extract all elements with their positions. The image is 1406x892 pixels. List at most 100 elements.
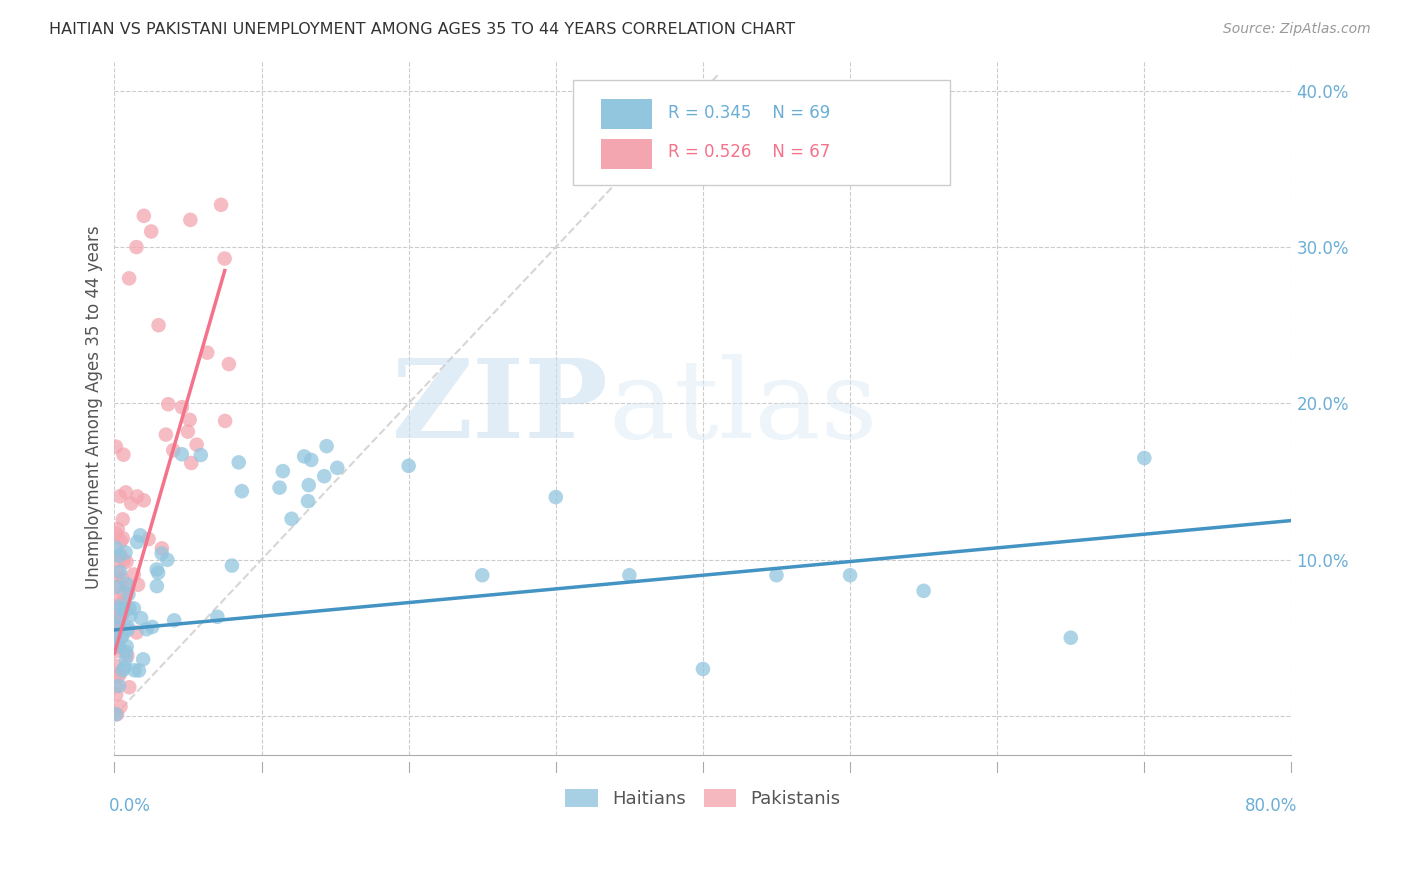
Point [114, 545, 136, 559]
Point [107, 549, 129, 563]
Point [104, 608, 127, 623]
Point [398, 458, 420, 473]
Point [125, 625, 148, 640]
Point [115, 652, 138, 666]
Point [104, 631, 127, 645]
Point [122, 567, 145, 582]
Point [228, 455, 250, 469]
Point [692, 662, 714, 676]
Point [471, 568, 494, 582]
Point [111, 512, 134, 526]
Point [125, 240, 148, 254]
Point [231, 484, 253, 499]
Point [177, 425, 200, 439]
Point [115, 645, 138, 659]
Text: HAITIAN VS PAKISTANI UNEMPLOYMENT AMONG AGES 35 TO 44 YEARS CORRELATION CHART: HAITIAN VS PAKISTANI UNEMPLOYMENT AMONG … [49, 22, 796, 37]
Point [179, 212, 201, 227]
Point [117, 623, 139, 637]
Point [297, 494, 319, 508]
Point [190, 448, 212, 462]
Point [105, 609, 128, 624]
Point [117, 648, 139, 663]
Point [207, 610, 229, 624]
Point [315, 439, 337, 453]
Text: 0.0%: 0.0% [108, 797, 150, 814]
FancyBboxPatch shape [600, 99, 652, 129]
Point [104, 621, 127, 635]
Point [765, 568, 787, 582]
Point [280, 512, 302, 526]
Point [141, 224, 163, 238]
Point [104, 679, 127, 693]
Text: R = 0.526    N = 67: R = 0.526 N = 67 [668, 144, 830, 161]
Point [179, 413, 201, 427]
Point [112, 448, 135, 462]
Point [110, 534, 132, 549]
Point [115, 485, 138, 500]
Point [145, 562, 167, 576]
Point [104, 644, 127, 658]
Point [292, 450, 315, 464]
Point [138, 532, 160, 546]
Point [1060, 631, 1083, 645]
Point [108, 618, 131, 632]
Text: R = 0.345    N = 69: R = 0.345 N = 69 [668, 103, 830, 121]
Point [156, 553, 179, 567]
Point [107, 639, 129, 653]
Point [299, 453, 322, 467]
Point [221, 558, 243, 573]
Point [195, 345, 218, 359]
Point [115, 577, 138, 591]
Point [105, 580, 128, 594]
Point [1133, 450, 1156, 465]
Point [129, 528, 152, 542]
Point [132, 209, 155, 223]
Point [104, 628, 127, 642]
Point [128, 664, 150, 678]
Point [110, 610, 132, 624]
Point [150, 541, 173, 556]
Legend: Haitians, Pakistanis: Haitians, Pakistanis [558, 781, 848, 815]
Point [269, 481, 291, 495]
Point [105, 592, 128, 607]
Point [150, 546, 173, 560]
Point [912, 583, 935, 598]
Point [104, 659, 127, 673]
Point [127, 578, 149, 592]
FancyBboxPatch shape [574, 80, 950, 185]
Point [107, 669, 129, 683]
Point [218, 357, 240, 371]
Text: atlas: atlas [609, 354, 879, 461]
Point [127, 490, 149, 504]
Text: Source: ZipAtlas.com: Source: ZipAtlas.com [1223, 22, 1371, 37]
Point [104, 707, 127, 722]
Point [118, 601, 141, 615]
Point [186, 437, 208, 451]
FancyBboxPatch shape [600, 138, 652, 169]
Point [104, 620, 127, 634]
Point [114, 603, 136, 617]
Point [111, 664, 134, 678]
Point [108, 599, 131, 614]
Point [108, 666, 131, 681]
Point [105, 688, 128, 702]
Point [162, 443, 184, 458]
Point [141, 620, 163, 634]
Point [209, 198, 232, 212]
Point [108, 679, 131, 693]
Point [111, 601, 134, 615]
Point [115, 640, 138, 654]
Point [170, 400, 193, 414]
Point [839, 568, 862, 582]
Point [111, 629, 134, 643]
Text: ZIP: ZIP [392, 354, 609, 461]
Point [135, 622, 157, 636]
Point [114, 660, 136, 674]
Point [298, 478, 321, 492]
Point [314, 469, 336, 483]
Point [146, 579, 169, 593]
Point [104, 635, 127, 649]
Point [214, 252, 236, 266]
Point [112, 585, 135, 599]
Point [163, 613, 186, 627]
